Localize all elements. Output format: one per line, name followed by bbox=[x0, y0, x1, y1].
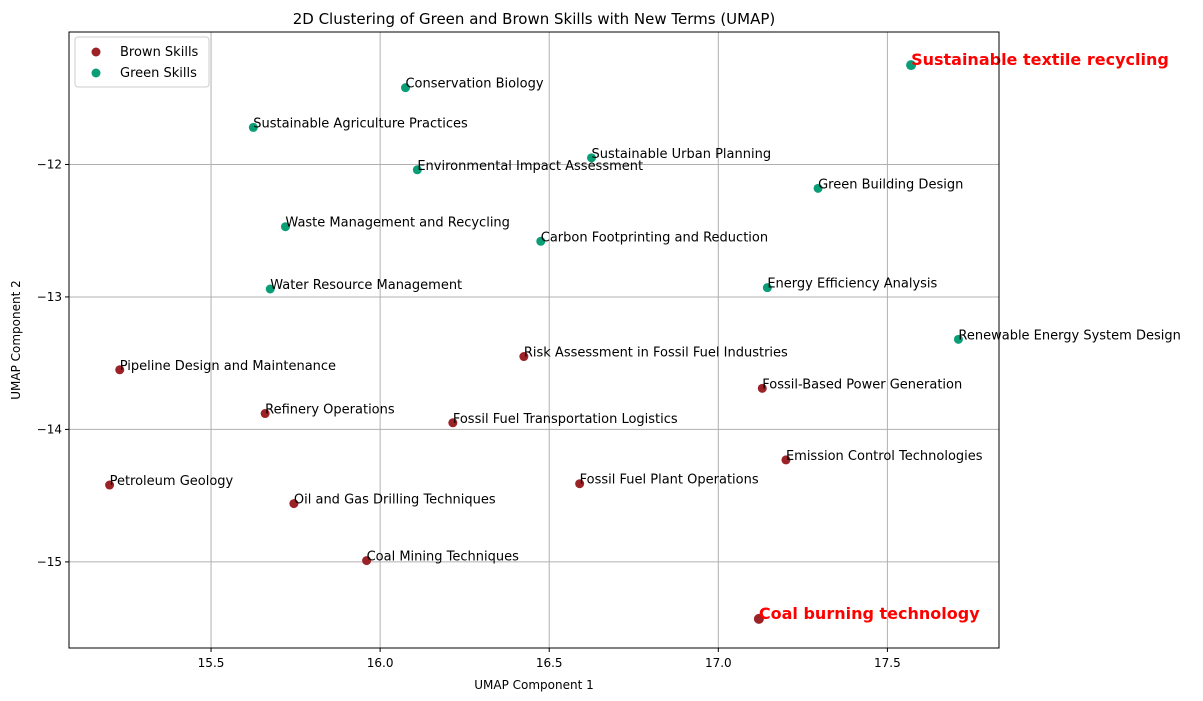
plot-frame bbox=[68, 31, 1000, 649]
point-label: Coal Mining Techniques bbox=[367, 550, 520, 565]
point-label: Sustainable Agriculture Practices bbox=[253, 116, 468, 131]
point-label: Emission Control Technologies bbox=[786, 449, 983, 464]
data-point bbox=[813, 183, 823, 193]
x-tick-label: 16.0 bbox=[367, 656, 394, 670]
point-label: Conservation Biology bbox=[405, 77, 543, 92]
new-term-point bbox=[906, 60, 917, 71]
point-label: Waste Management and Recycling bbox=[285, 216, 510, 231]
legend-box bbox=[74, 36, 210, 88]
data-point bbox=[265, 284, 275, 294]
data-point bbox=[400, 83, 410, 93]
point-label: Oil and Gas Drilling Techniques bbox=[294, 493, 496, 508]
point-label: Water Resource Management bbox=[270, 278, 462, 293]
legend: Brown Skills Green Skills bbox=[74, 36, 210, 88]
data-point bbox=[448, 418, 458, 428]
grid bbox=[69, 32, 999, 648]
point-label: Renewable Energy System Design bbox=[958, 328, 1180, 343]
point-label: Petroleum Geology bbox=[110, 474, 234, 489]
point-label: Fossil-Based Power Generation bbox=[762, 377, 962, 392]
x-axis-label: UMAP Component 1 bbox=[474, 678, 594, 692]
new-term-label: Sustainable textile recycling bbox=[911, 50, 1169, 69]
data-point bbox=[248, 122, 258, 132]
point-labels: Pipeline Design and Maintenance Refinery … bbox=[110, 50, 1181, 623]
point-label: Risk Assessment in Fossil Fuel Industrie… bbox=[524, 346, 788, 361]
x-tick-label: 17.5 bbox=[874, 656, 901, 670]
new-term-label: Coal burning technology bbox=[759, 604, 980, 623]
data-points bbox=[105, 60, 963, 624]
x-tick-label: 15.5 bbox=[198, 656, 225, 670]
point-label: Fossil Fuel Plant Operations bbox=[580, 473, 759, 488]
legend-label-brown: Brown Skills bbox=[120, 45, 199, 60]
data-point bbox=[289, 499, 299, 509]
data-point bbox=[757, 383, 767, 393]
point-label: Fossil Fuel Transportation Logistics bbox=[453, 412, 678, 427]
point-label: Energy Efficiency Analysis bbox=[767, 277, 937, 292]
point-label: Refinery Operations bbox=[265, 403, 395, 418]
y-tick-label: −15 bbox=[37, 555, 62, 569]
data-point bbox=[105, 480, 115, 490]
x-tick-label: 17.0 bbox=[705, 656, 732, 670]
legend-label-green: Green Skills bbox=[120, 66, 197, 81]
new-term-point bbox=[753, 613, 764, 624]
data-point bbox=[362, 556, 372, 566]
y-axis-label: UMAP Component 2 bbox=[9, 280, 23, 400]
data-point bbox=[781, 455, 791, 465]
data-point bbox=[762, 283, 772, 293]
data-point bbox=[115, 365, 125, 375]
data-point bbox=[260, 409, 270, 419]
point-label: Carbon Footprinting and Reduction bbox=[541, 230, 768, 245]
legend-marker-green bbox=[91, 68, 101, 78]
data-point bbox=[280, 222, 290, 232]
axis-ticks: 15.5 16.0 16.5 17.0 17.5 −12 −13 −14 −15 bbox=[37, 157, 901, 670]
point-label: Environmental Impact Assessment bbox=[417, 159, 643, 174]
y-tick-label: −13 bbox=[37, 290, 62, 304]
y-tick-label: −14 bbox=[37, 422, 62, 436]
point-label: Pipeline Design and Maintenance bbox=[120, 359, 336, 374]
data-point bbox=[953, 334, 963, 344]
chart-title: 2D Clustering of Green and Brown Skills … bbox=[293, 10, 776, 28]
data-point bbox=[586, 153, 596, 163]
y-tick-label: −12 bbox=[37, 157, 62, 171]
point-label: Sustainable Urban Planning bbox=[591, 147, 771, 162]
data-point bbox=[536, 236, 546, 246]
data-point bbox=[575, 479, 585, 489]
data-point bbox=[519, 352, 529, 362]
point-label: Green Building Design bbox=[818, 177, 963, 192]
legend-marker-brown bbox=[91, 47, 101, 57]
x-tick-label: 16.5 bbox=[536, 656, 563, 670]
data-point bbox=[412, 165, 422, 175]
